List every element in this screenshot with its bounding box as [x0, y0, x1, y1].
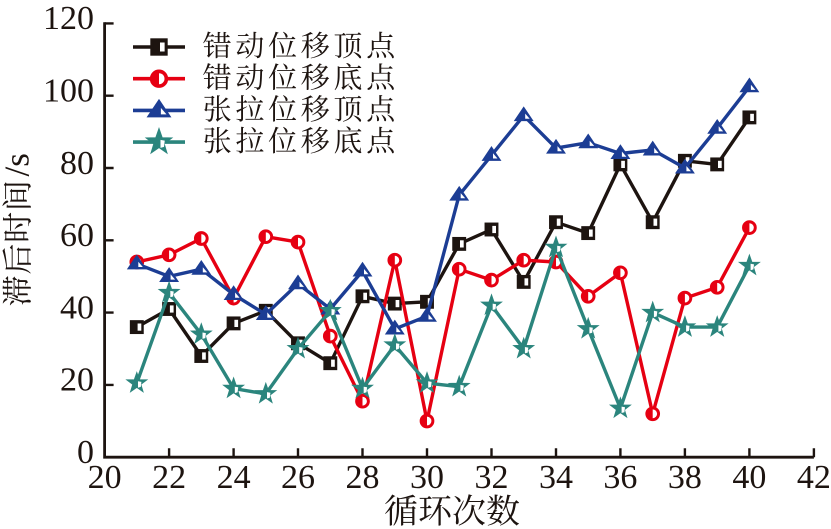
- svg-text:32: 32: [475, 459, 509, 496]
- svg-text:30: 30: [410, 459, 444, 496]
- svg-text:26: 26: [281, 459, 315, 496]
- svg-text:38: 38: [668, 459, 702, 496]
- svg-text:22: 22: [152, 459, 186, 496]
- svg-text:34: 34: [539, 459, 573, 496]
- svg-text:80: 80: [60, 145, 94, 182]
- svg-text:28: 28: [346, 459, 380, 496]
- svg-text:42: 42: [797, 459, 831, 496]
- svg-text:60: 60: [60, 217, 94, 254]
- svg-text:36: 36: [603, 459, 637, 496]
- svg-text:20: 20: [88, 459, 122, 496]
- svg-text:/s: /s: [0, 153, 37, 176]
- svg-text:0: 0: [77, 434, 94, 471]
- svg-text:24: 24: [217, 459, 251, 496]
- svg-text:120: 120: [43, 0, 94, 37]
- svg-text:40: 40: [60, 289, 94, 326]
- svg-text:40: 40: [732, 459, 766, 496]
- svg-text:100: 100: [43, 73, 94, 110]
- svg-text:20: 20: [60, 362, 94, 399]
